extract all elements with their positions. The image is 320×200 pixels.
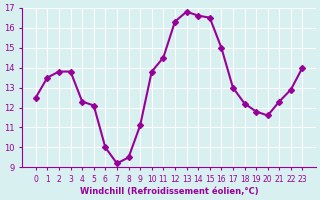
X-axis label: Windchill (Refroidissement éolien,°C): Windchill (Refroidissement éolien,°C) [80,187,259,196]
